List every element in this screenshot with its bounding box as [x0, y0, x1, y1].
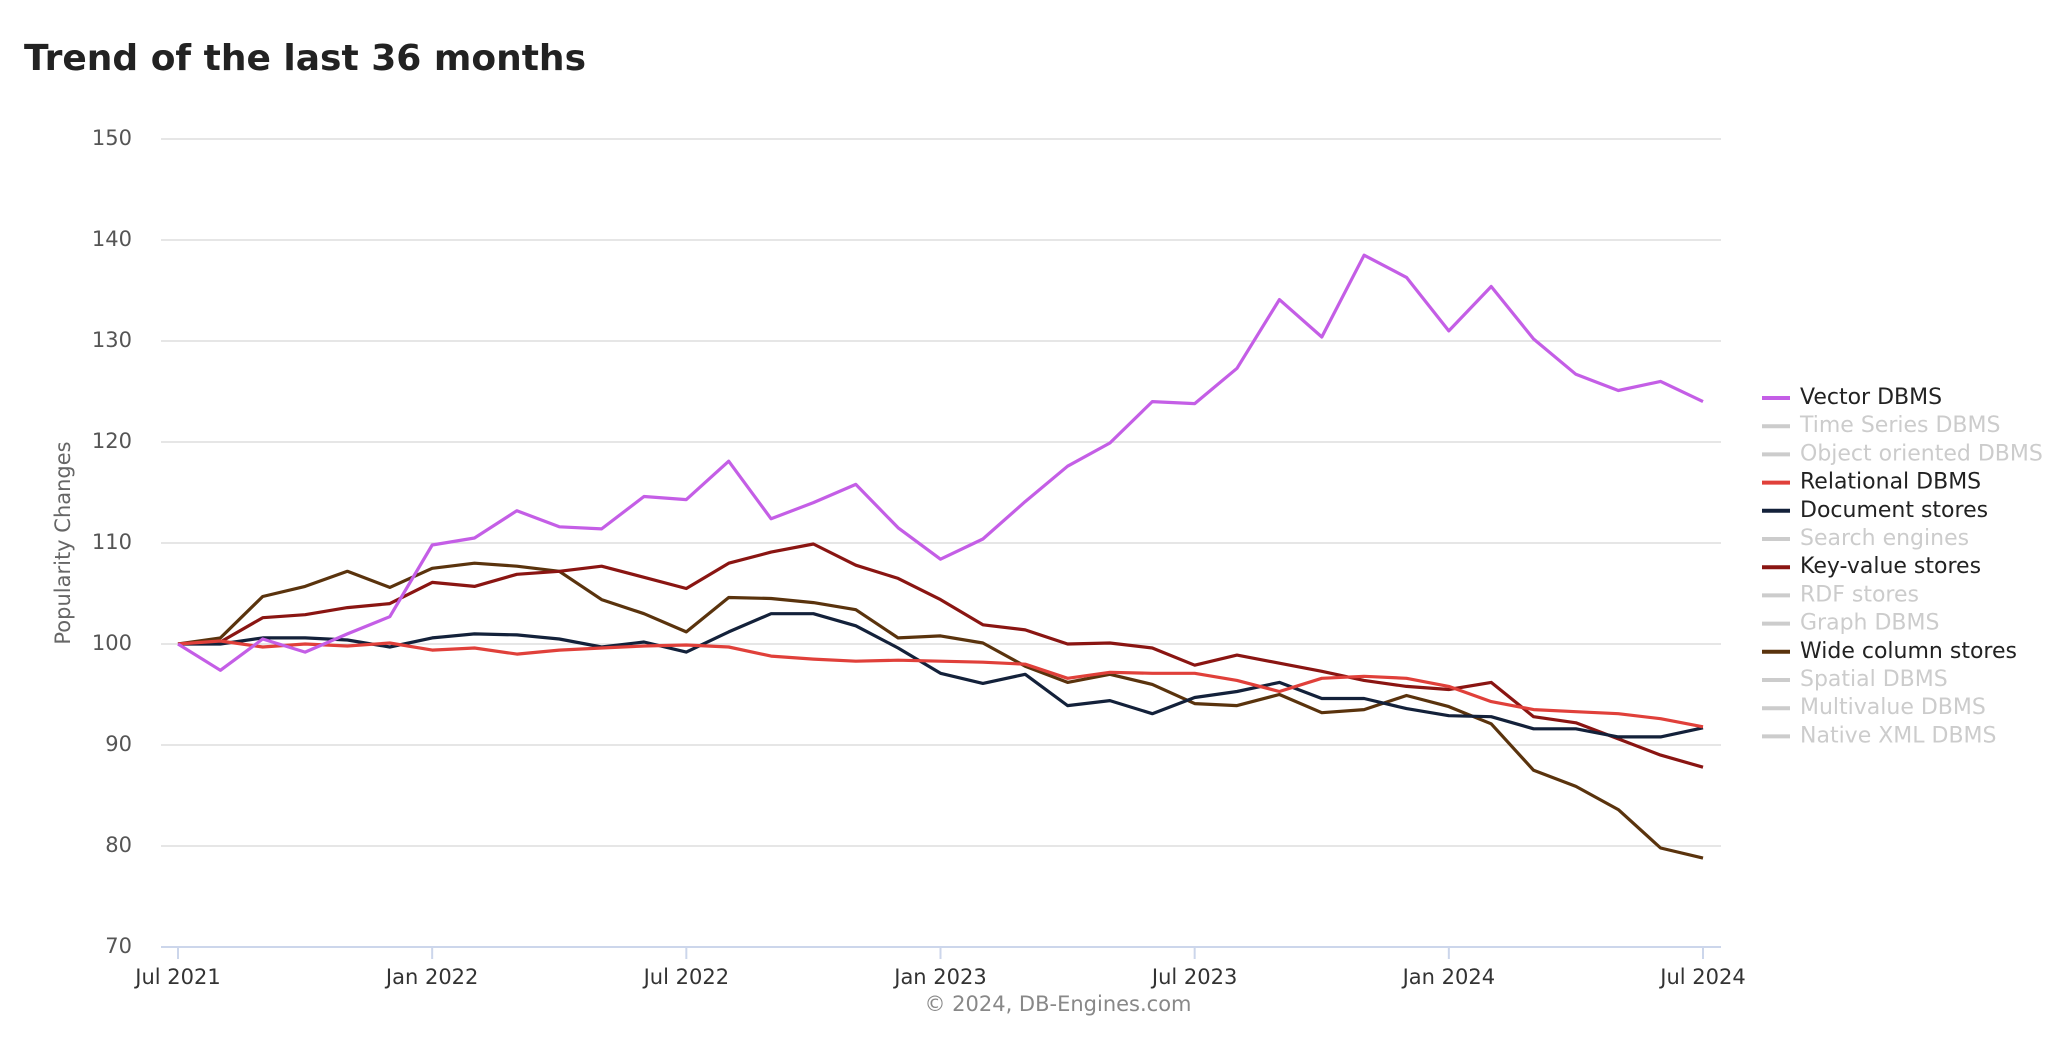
x-tick-label: Jul 2022: [642, 965, 729, 989]
legend-item[interactable]: Document stores: [1800, 498, 1988, 523]
legend-item[interactable]: Key-value stores: [1800, 554, 1981, 579]
legend-item[interactable]: Native XML DBMS: [1800, 723, 1997, 748]
chart-title: Trend of the last 36 months: [24, 38, 586, 79]
legend-item[interactable]: Search engines: [1800, 526, 1969, 551]
legend-item[interactable]: Wide column stores: [1800, 639, 2017, 664]
series-line: [177, 542, 1704, 769]
y-tick-label: 110: [92, 530, 132, 554]
legend-item[interactable]: Vector DBMS: [1800, 385, 1942, 410]
series-line: [177, 561, 1704, 860]
legend-item[interactable]: Relational DBMS: [1800, 470, 1981, 495]
legend-item[interactable]: Graph DBMS: [1800, 611, 1939, 636]
series-line: [177, 639, 1704, 729]
y-tick-label: 150: [92, 126, 132, 150]
legend-item[interactable]: Multivalue DBMS: [1800, 695, 1986, 720]
y-tick-label: 120: [92, 429, 132, 453]
y-tick-label: 100: [92, 631, 132, 655]
legend-item[interactable]: RDF stores: [1800, 582, 1919, 607]
series-line: [177, 253, 1704, 672]
legend-item[interactable]: Object oriented DBMS: [1800, 441, 2043, 466]
y-tick-label: 80: [105, 833, 132, 857]
x-tick-label: Jan 2023: [892, 965, 987, 989]
x-tick-label: Jul 2024: [1658, 965, 1745, 989]
y-tick-label: 90: [105, 732, 132, 756]
y-tick-label: 70: [105, 934, 132, 958]
x-tick-label: Jan 2022: [384, 965, 479, 989]
x-tick-label: Jul 2023: [1150, 965, 1237, 989]
x-tick-label: Jul 2021: [133, 965, 220, 989]
y-axis-label: Popularity Changes: [51, 441, 75, 644]
legend-item[interactable]: Time Series DBMS: [1799, 413, 2000, 438]
legend-item[interactable]: Spatial DBMS: [1800, 667, 1948, 692]
credits: © 2024, DB-Engines.com: [924, 992, 1191, 1016]
y-tick-label: 130: [92, 328, 132, 352]
series-line: [178, 612, 1704, 739]
y-tick-label: 140: [92, 227, 132, 251]
x-tick-label: Jan 2024: [1401, 965, 1496, 989]
